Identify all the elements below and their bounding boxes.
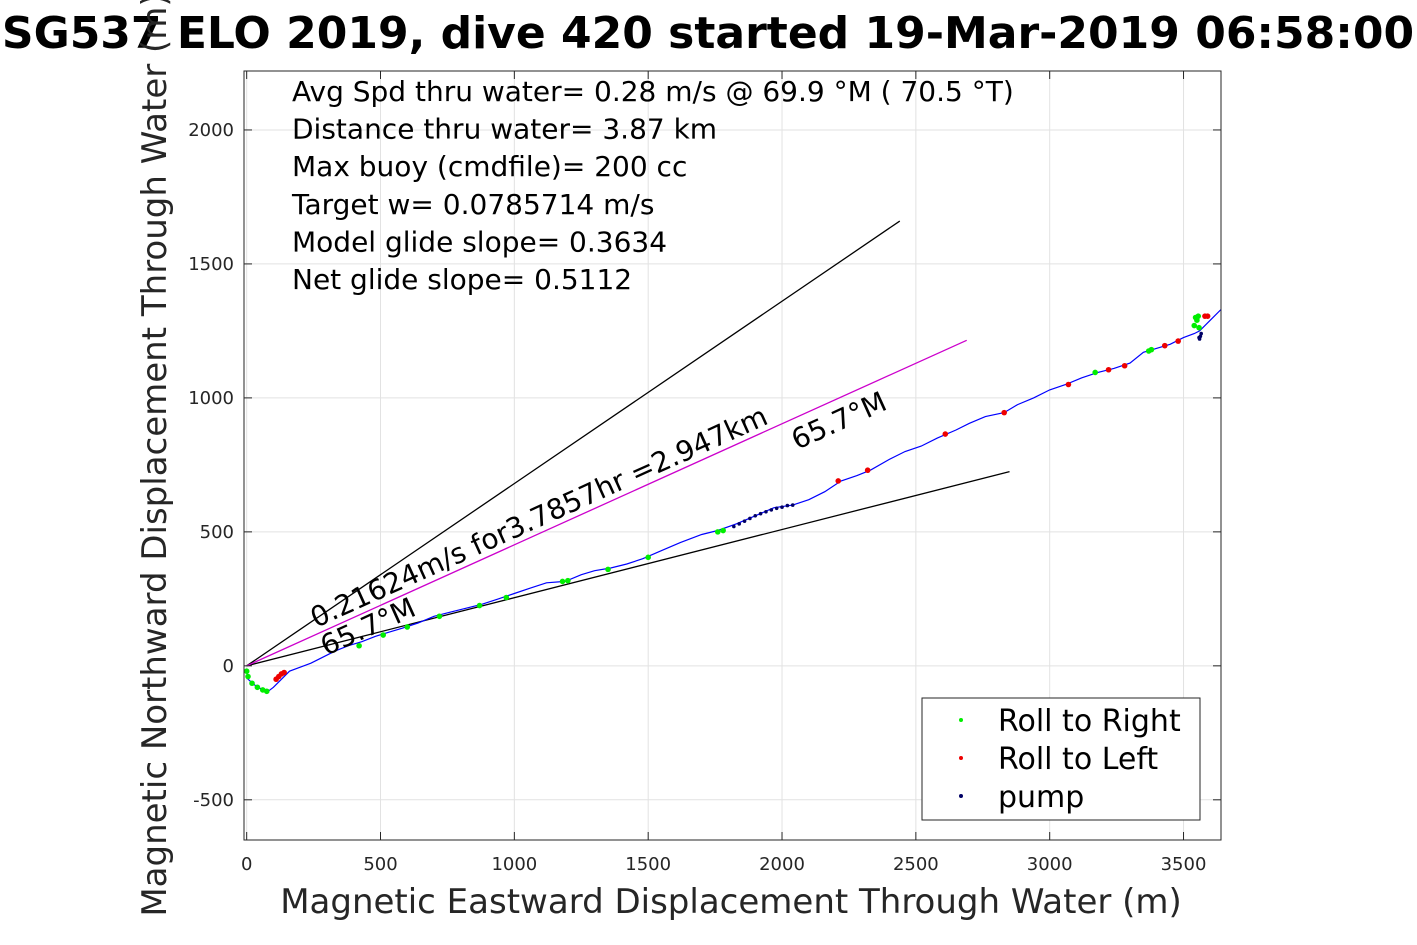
point-roll-to-right bbox=[720, 527, 726, 534]
x-tick-label: 1000 bbox=[491, 854, 537, 875]
point-pump bbox=[742, 519, 747, 523]
point-pump bbox=[774, 506, 779, 511]
legend-marker bbox=[959, 756, 963, 760]
y-tick-label: 500 bbox=[200, 522, 234, 543]
legend-label: Roll to Right bbox=[998, 704, 1181, 739]
legend-box bbox=[921, 697, 1201, 821]
point-roll-to-right bbox=[249, 680, 255, 687]
y-tick-label: 2000 bbox=[188, 120, 234, 141]
grid-layer bbox=[244, 71, 1221, 840]
point-roll-to-right bbox=[254, 684, 261, 691]
point-roll-to-right bbox=[559, 578, 566, 585]
point-roll-to-right bbox=[1092, 369, 1098, 376]
point-pump bbox=[790, 503, 795, 507]
reference-lines bbox=[246, 220, 1010, 667]
point-roll-to-right bbox=[1192, 314, 1199, 321]
point-roll-to-right bbox=[645, 554, 651, 561]
y-axis-label: Magnetic Northward Displacement Through … bbox=[135, 0, 175, 917]
point-roll-to-right bbox=[245, 673, 251, 680]
point-roll-to-left bbox=[835, 478, 842, 484]
x-tick-label: 2500 bbox=[893, 854, 939, 875]
points-layer bbox=[243, 313, 1211, 695]
y-tick-label: -500 bbox=[193, 790, 234, 811]
point-roll-to-left bbox=[1121, 362, 1128, 369]
stats-line: Net glide slope= 0.5112 bbox=[292, 263, 632, 296]
point-roll-to-right bbox=[605, 566, 611, 573]
point-pump bbox=[753, 513, 758, 518]
x-tick-label: 500 bbox=[363, 854, 397, 875]
y-tick-label: 0 bbox=[223, 656, 234, 677]
reference-line bbox=[246, 220, 901, 667]
reference-line bbox=[246, 339, 967, 667]
point-roll-to-right bbox=[503, 594, 510, 601]
point-roll-to-right bbox=[1148, 346, 1155, 353]
point-roll-to-right bbox=[356, 642, 362, 649]
point-roll-to-left bbox=[1105, 366, 1112, 373]
current-vector-annotation: 0.21624m/s for3.7857hr =2.947km bbox=[305, 399, 772, 634]
x-axis-label: Magnetic Eastward Displacement Through W… bbox=[280, 882, 1182, 922]
point-roll-to-left bbox=[1204, 313, 1211, 319]
legend-marker bbox=[959, 718, 963, 722]
stats-line: Distance thru water= 3.87 km bbox=[292, 113, 717, 146]
point-pump bbox=[732, 524, 736, 529]
x-tick-label: 0 bbox=[241, 854, 252, 875]
x-tick-label: 3000 bbox=[1027, 854, 1073, 875]
point-roll-to-left bbox=[942, 431, 949, 437]
point-pump bbox=[737, 522, 741, 526]
plot-frame bbox=[243, 70, 1222, 841]
point-pump bbox=[769, 508, 774, 512]
point-pump bbox=[758, 511, 763, 516]
point-roll-to-left bbox=[1001, 409, 1007, 416]
point-roll-to-left bbox=[864, 467, 871, 474]
point-roll-to-right bbox=[1196, 324, 1202, 331]
point-roll-to-left bbox=[1175, 338, 1181, 344]
point-roll-to-right bbox=[263, 688, 270, 695]
legend-label: Roll to Left bbox=[998, 742, 1158, 777]
point-roll-to-right bbox=[476, 602, 483, 609]
point-pump bbox=[748, 516, 752, 521]
y-tick-label: 1000 bbox=[188, 388, 234, 409]
track-layer bbox=[246, 309, 1222, 692]
stats-line: Target w= 0.0785714 m/s bbox=[291, 188, 654, 221]
chart-title: SG537 ELO 2019, dive 420 started 19-Mar-… bbox=[2, 8, 1414, 59]
legend-marker bbox=[959, 794, 963, 798]
point-pump bbox=[1199, 331, 1203, 336]
point-roll-to-right bbox=[436, 613, 443, 620]
point-roll-to-left bbox=[1065, 381, 1072, 388]
ticks-layer: 0 500 1000 1500 2000 2500 3000 3500 -500 0 500 1000… bbox=[188, 71, 1221, 875]
point-pump bbox=[764, 509, 768, 514]
stats-line: Avg Spd thru water= 0.28 m/s @ 69.9 °M (… bbox=[292, 75, 1014, 108]
point-roll-to-right bbox=[1191, 322, 1198, 329]
point-roll-to-right bbox=[243, 668, 250, 674]
stats-line: Max buoy (cmdfile)= 200 cc bbox=[292, 150, 687, 183]
x-tick-label: 2000 bbox=[759, 854, 805, 875]
reference-line bbox=[246, 470, 1010, 667]
y-tick-label: 1500 bbox=[188, 254, 234, 275]
point-roll-to-left bbox=[281, 669, 287, 676]
x-tick-label: 1500 bbox=[625, 854, 671, 875]
point-roll-to-right bbox=[404, 624, 411, 630]
point-roll-to-left bbox=[1161, 342, 1168, 349]
point-roll-to-right bbox=[380, 632, 386, 638]
x-tick-label: 3500 bbox=[1161, 854, 1207, 875]
point-roll-to-right bbox=[714, 529, 721, 535]
heading-annotation-upper: 65.7°M bbox=[786, 385, 891, 456]
point-pump bbox=[1197, 335, 1201, 340]
legend-label: pump bbox=[998, 780, 1084, 815]
point-pump bbox=[785, 503, 790, 508]
track-line bbox=[246, 309, 1222, 692]
point-pump bbox=[780, 505, 784, 510]
point-roll-to-right bbox=[565, 577, 571, 584]
stats-line: Model glide slope= 0.3634 bbox=[292, 225, 667, 258]
stats-text: Avg Spd thru water= 0.28 m/s @ 69.9 °M (… bbox=[291, 75, 1014, 296]
